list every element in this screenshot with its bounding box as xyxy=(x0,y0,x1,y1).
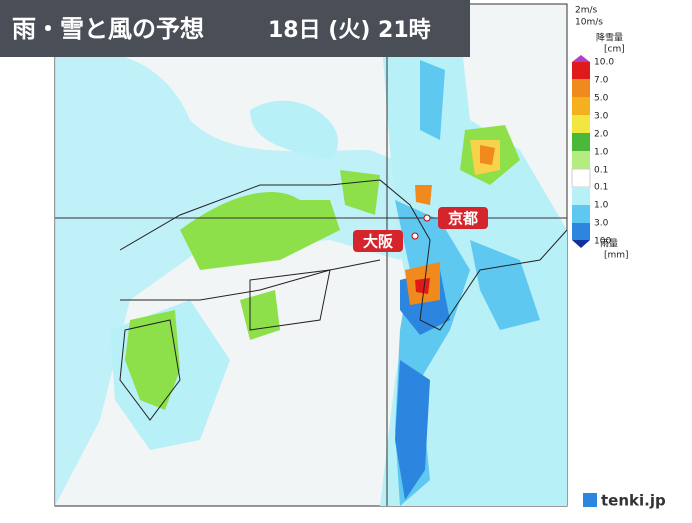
city-dot xyxy=(423,214,431,222)
legend-title: 降雪量 xyxy=(596,32,623,44)
legend-label: 7.0 xyxy=(594,76,609,86)
logo-icon xyxy=(583,493,597,507)
city-label: 京都 xyxy=(448,210,478,228)
legend-label: 3.0 xyxy=(594,112,609,122)
wind-legend-label: 2m/s xyxy=(575,6,598,16)
city-dot xyxy=(411,232,419,240)
legend-label: 5.0 xyxy=(594,94,609,104)
legend-unit: [cm] xyxy=(604,45,625,55)
logo: tenki.jp xyxy=(601,492,666,510)
wind-legend-label: 10m/s xyxy=(575,18,603,28)
color-scale xyxy=(571,55,591,248)
title: 雨・雪と風の予想 xyxy=(12,15,204,43)
city-label-box xyxy=(438,207,488,229)
legend-label: 3.0 xyxy=(594,219,609,229)
forecast-time: 18日 (火) 21時 xyxy=(268,18,431,43)
legend-label: 1.0 xyxy=(594,148,609,158)
legend-label: 100 xyxy=(594,237,611,247)
legend-label: 0.1 xyxy=(594,166,608,176)
legend-label: 10.0 xyxy=(594,58,614,68)
rain-areas xyxy=(55,20,567,506)
legend-title: 雨量 xyxy=(600,239,618,250)
legend-label: 2.0 xyxy=(594,130,609,140)
snow-areas xyxy=(125,125,520,410)
coastlines xyxy=(119,179,568,421)
title-box xyxy=(0,0,470,57)
legend-label: 1.0 xyxy=(594,201,609,211)
city-label-box xyxy=(353,230,403,252)
legend-label: 0.1 xyxy=(594,183,608,193)
city-label: 大阪 xyxy=(363,233,394,251)
legend-unit: [mm] xyxy=(604,251,629,261)
